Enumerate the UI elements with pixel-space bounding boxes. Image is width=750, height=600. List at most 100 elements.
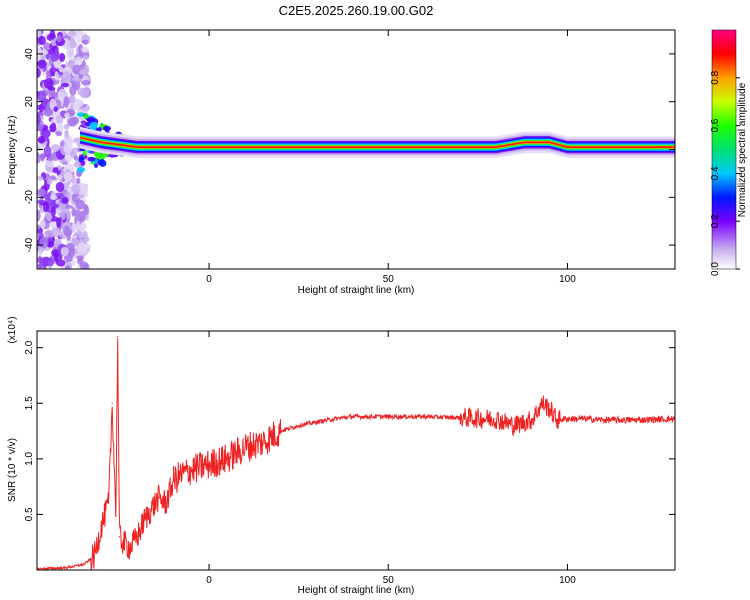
snr-point [158, 497, 160, 499]
noise-blob [61, 71, 72, 84]
noise-blob [60, 246, 69, 257]
colorbar-gradient [712, 30, 736, 269]
noise-blob [66, 48, 75, 61]
snr-ylabel: SNR (10 * v/v) [7, 438, 18, 502]
colorbar-tick-label: 0.2 [710, 214, 721, 228]
noise-blob [79, 261, 89, 269]
snr-point [93, 556, 95, 558]
noise-blob [71, 192, 81, 203]
noise-blob [75, 177, 81, 184]
noise-blob [37, 188, 46, 197]
noise-blob [65, 152, 72, 164]
spectrogram-heatmap [37, 30, 675, 269]
snr-point [280, 430, 282, 432]
noise-blob [75, 199, 85, 211]
noise-blob [45, 70, 51, 77]
noise-blob [46, 240, 55, 248]
transition-blob [83, 113, 89, 120]
x-tick-label: 0 [206, 274, 212, 285]
noise-blob [72, 64, 82, 75]
transition-blob [76, 112, 86, 117]
noise-blob [51, 144, 61, 152]
snr-point [143, 519, 146, 521]
snr-point [129, 547, 131, 549]
noise-blob [39, 236, 49, 249]
x-tick-label: 50 [383, 575, 395, 586]
snr-point [117, 335, 119, 338]
snr-point [638, 419, 640, 421]
snr-point [100, 524, 103, 527]
ridge-band [80, 136, 675, 148]
snr-point [108, 502, 110, 504]
snr-point [566, 418, 569, 420]
transition-blob [100, 158, 105, 164]
noise-blob [50, 122, 57, 133]
noise-blob [56, 175, 63, 181]
noise-blob [58, 66, 64, 73]
chart-title: C2E5.2025.260.19.00.G02 [279, 3, 434, 18]
noise-blob [79, 87, 90, 98]
noise-blob [77, 43, 84, 55]
transition-blob [102, 125, 112, 131]
noise-blob [37, 59, 47, 69]
y-tick-label: -40 [24, 237, 35, 252]
noise-blob [51, 190, 56, 200]
snr-point [541, 402, 543, 404]
noise-blob [43, 42, 50, 51]
noise-blob [63, 142, 73, 154]
transition-blob [87, 116, 95, 123]
transition-blob [76, 166, 86, 173]
transition-blob [82, 150, 87, 156]
noise-blob [40, 219, 46, 229]
y-tick-label: 2.0 [24, 340, 35, 354]
noise-blob [81, 79, 91, 86]
noise-blob [71, 238, 80, 246]
snr-point [122, 541, 124, 543]
noise-blob [49, 175, 56, 180]
noise-blob [42, 202, 50, 212]
snr-point [151, 508, 153, 510]
noise-blob [38, 103, 45, 113]
snr-point [387, 415, 389, 418]
noise-blob [73, 137, 81, 143]
colorbar-tick-label: 0.0 [710, 262, 721, 276]
snr-point [111, 402, 113, 404]
snr-xlabel: Height of straight line (km) [298, 585, 415, 596]
noise-blob [43, 145, 52, 158]
snr-point [190, 469, 192, 471]
colorbar-axes: 0.0 0.2 0.4 0.6 0.8 [710, 29, 740, 276]
noise-blob [55, 114, 64, 125]
snr-point [423, 415, 425, 418]
noise-blob [48, 221, 57, 228]
noise-blob [75, 100, 84, 108]
x-tick-label: 100 [559, 575, 576, 586]
y-tick-label: -20 [24, 190, 35, 205]
snr-point [115, 513, 117, 516]
snr-point [118, 536, 121, 538]
noise-blob [71, 184, 82, 195]
noise-blob [76, 242, 87, 255]
y-tick-label: 1.0 [24, 451, 35, 465]
noise-blob [44, 193, 50, 201]
noise-blob [37, 199, 46, 204]
noise-blob [77, 194, 85, 199]
noise-blob [54, 71, 59, 82]
noise-blob [37, 30, 42, 39]
noise-blob [79, 184, 87, 193]
snr-scale-label: (x10⁴) [7, 316, 18, 343]
snr-panel: 0 50 100 0.5 1.0 1.5 2.0 Height of straight li… [7, 316, 676, 596]
noise-blob [37, 224, 41, 230]
snr-point [584, 418, 586, 420]
colorbar-tick-label: 0.4 [710, 166, 721, 180]
snr-point [244, 447, 246, 449]
y-tick-label: 20 [24, 96, 35, 108]
noise-blob [56, 259, 66, 267]
noise-blob [83, 203, 88, 212]
noise-blob [40, 153, 45, 162]
noise-blob [63, 225, 71, 236]
noise-blob [55, 130, 63, 137]
transition-blob [93, 163, 99, 168]
noise-blob [49, 30, 56, 40]
noise-blob [37, 153, 41, 164]
